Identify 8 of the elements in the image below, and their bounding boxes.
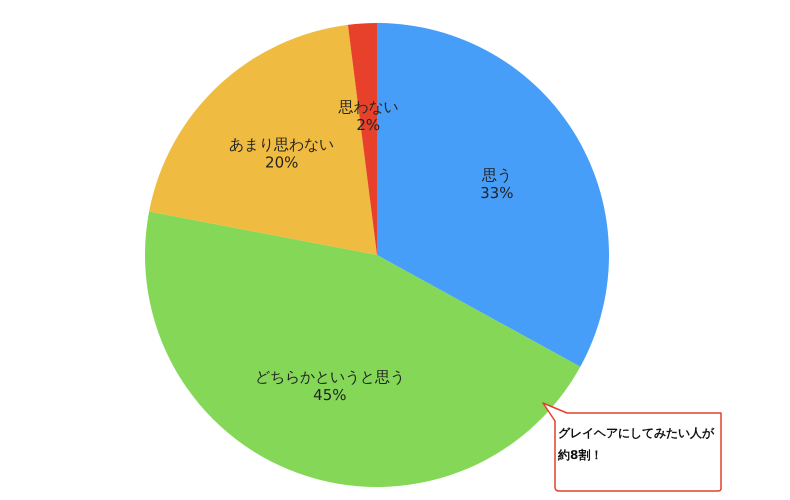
data-label: 20% — [265, 154, 298, 172]
slice-label: どちらかというと思う — [254, 368, 405, 386]
slice-label: あまり思わない — [229, 136, 334, 154]
text: グレイヘアにしてみたい人が約8割！ — [558, 425, 716, 464]
data-label: 45% — [313, 386, 347, 404]
pie-slice — [145, 212, 580, 487]
data-label: 33% — [480, 184, 514, 202]
slice-label: 思う — [480, 166, 512, 184]
